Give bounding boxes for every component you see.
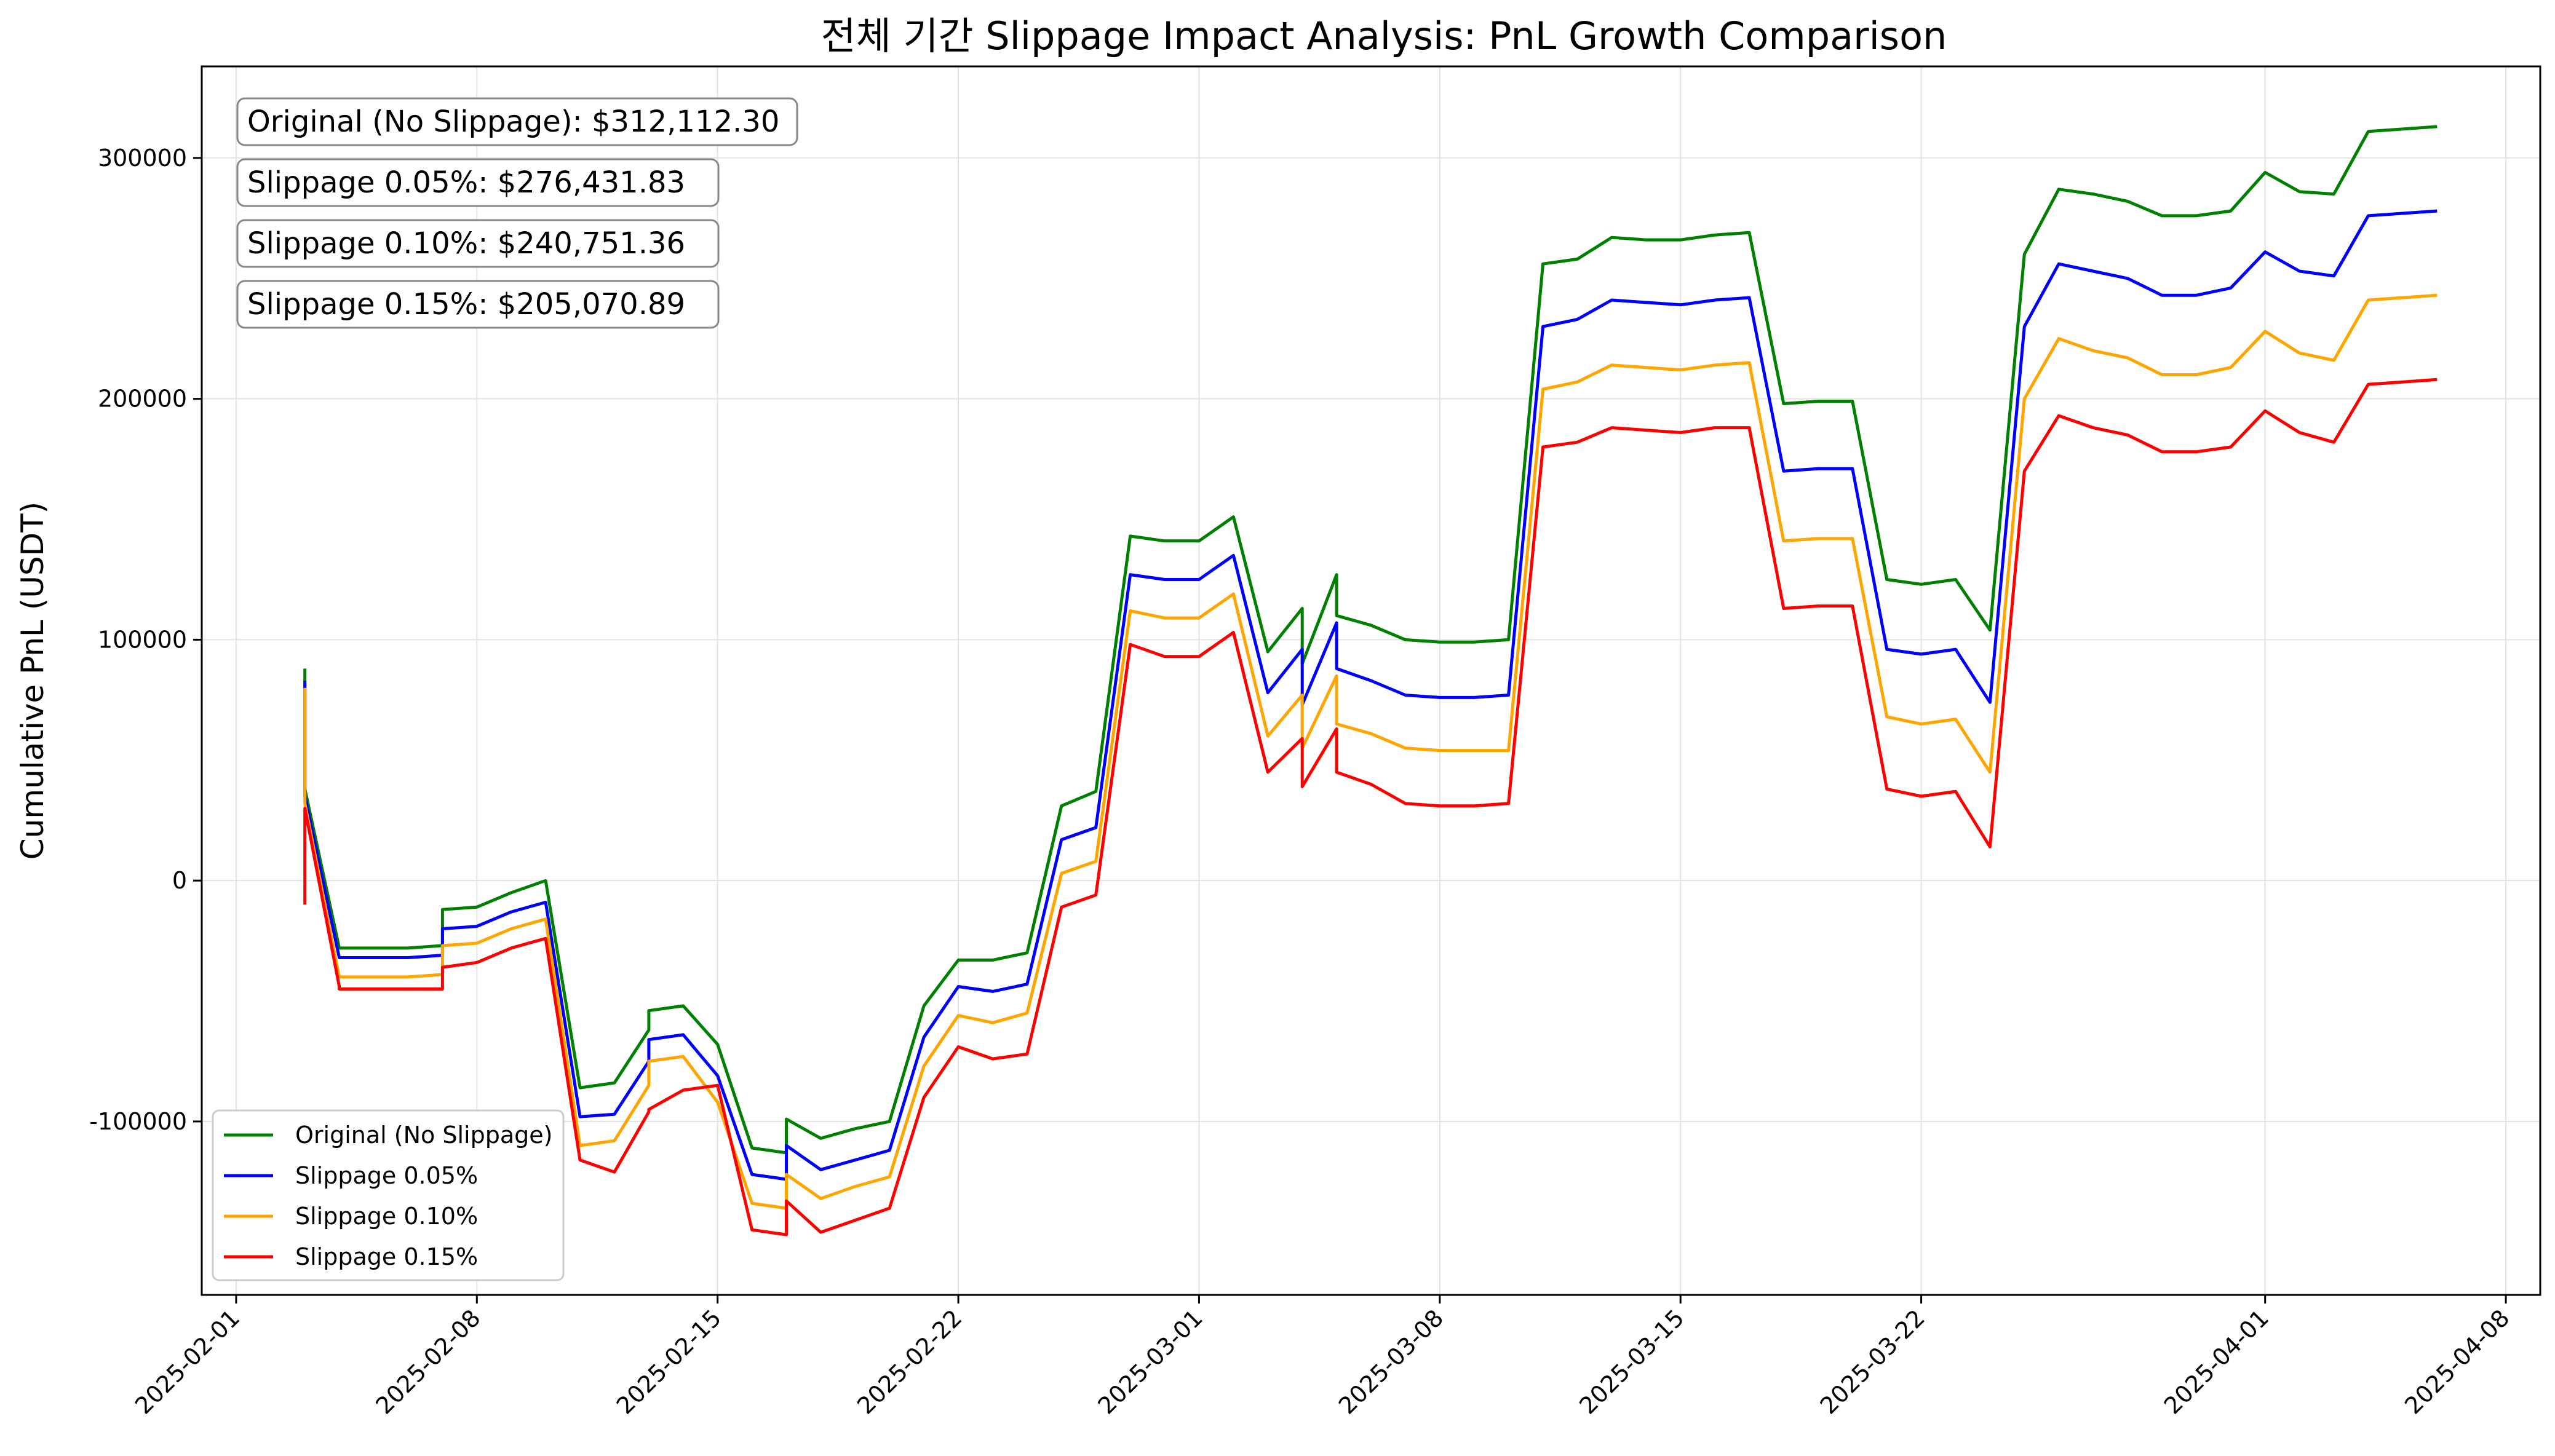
y-tick-label: 0 bbox=[172, 867, 187, 894]
legend-entry: Slippage 0.05% bbox=[295, 1162, 478, 1189]
y-axis-title: Cumulative PnL (USDT) bbox=[15, 502, 50, 860]
annotation-box bbox=[236, 158, 720, 207]
annotation-text: Slippage 0.05%: $276,431.83 bbox=[247, 165, 685, 200]
y-tick-label: -100000 bbox=[89, 1108, 187, 1135]
final-value-annotations: Original (No Slippage): $312,112.30 Slipp… bbox=[236, 97, 798, 329]
annotation-box bbox=[236, 97, 798, 146]
chart-title: 전체 기간 Slippage Impact Analysis: PnL Grow… bbox=[821, 14, 1947, 58]
plot-area-frame bbox=[201, 65, 2541, 1296]
legend-entry: Slippage 0.15% bbox=[295, 1243, 478, 1270]
annotation-box bbox=[236, 219, 720, 268]
legend-entry: Original (No Slippage) bbox=[295, 1122, 552, 1149]
y-tick-label: 300000 bbox=[98, 144, 187, 172]
legend-box bbox=[212, 1109, 565, 1281]
legend-entry: Slippage 0.10% bbox=[295, 1203, 478, 1230]
y-tick-label: 100000 bbox=[98, 626, 187, 653]
annotation-text: Slippage 0.10%: $240,751.36 bbox=[247, 226, 685, 261]
legend: Original (No Slippage) Slippage 0.05% Slip… bbox=[212, 1109, 565, 1281]
annotation-box bbox=[236, 280, 720, 329]
annotation-text: Original (No Slippage): $312,112.30 bbox=[247, 105, 779, 139]
y-tick-label: 200000 bbox=[98, 386, 187, 413]
series-lines bbox=[303, 125, 2438, 1236]
annotation-text: Slippage 0.15%: $205,070.89 bbox=[247, 287, 685, 322]
series-line-3 bbox=[303, 378, 2438, 1236]
grid-lines bbox=[202, 66, 2540, 1295]
